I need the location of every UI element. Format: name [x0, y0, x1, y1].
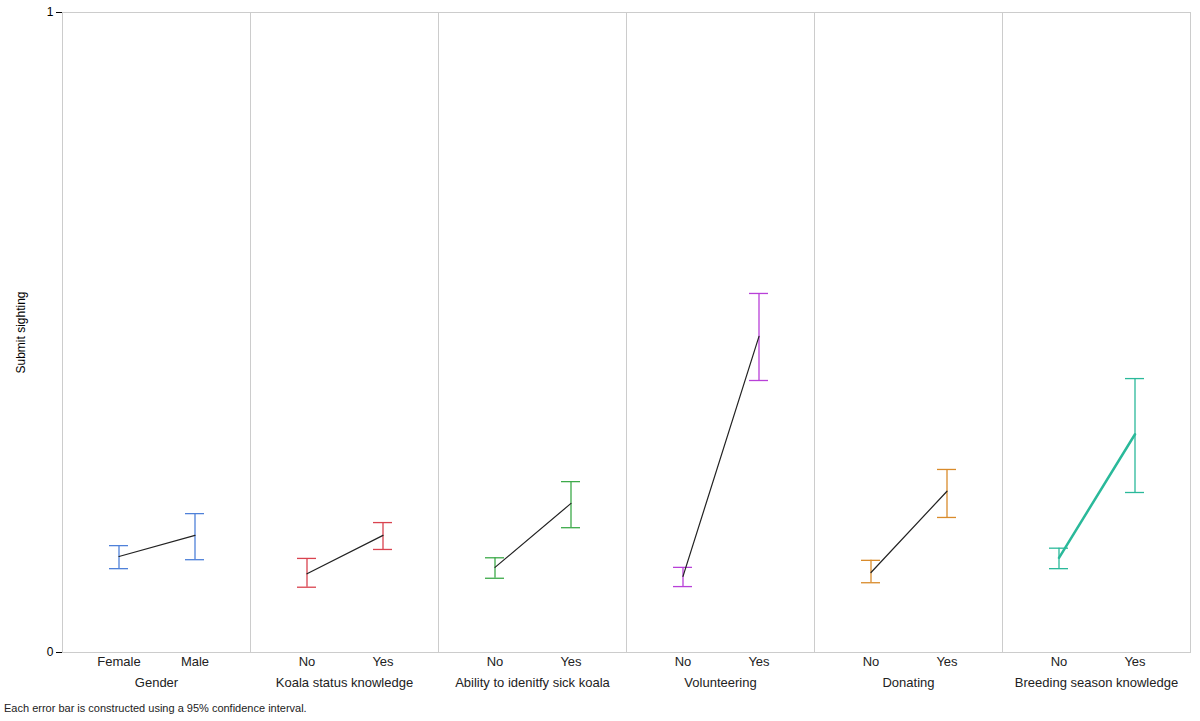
svg-text:Yes: Yes — [372, 654, 394, 669]
svg-text:Gender: Gender — [135, 675, 179, 690]
svg-text:Yes: Yes — [1124, 654, 1146, 669]
svg-text:No: No — [1051, 654, 1068, 669]
svg-text:0: 0 — [47, 645, 54, 659]
svg-text:Yes: Yes — [936, 654, 958, 669]
svg-text:Breeding season knowledge: Breeding season knowledge — [1015, 675, 1178, 690]
svg-text:No: No — [675, 654, 692, 669]
svg-text:1: 1 — [47, 5, 54, 19]
svg-text:Ability to idenitfy sick koala: Ability to idenitfy sick koala — [455, 675, 610, 690]
html-text:Each error bar is constructed: Each error bar is constructed using a 95… — [4, 702, 307, 714]
svg-text:Donating: Donating — [882, 675, 934, 690]
svg-text:Male: Male — [181, 654, 209, 669]
svg-text:Koala status knowledge: Koala status knowledge — [276, 675, 413, 690]
svg-text:No: No — [299, 654, 316, 669]
svg-text:Submit sighting: Submit sighting — [14, 291, 28, 373]
svg-text:Female: Female — [97, 654, 140, 669]
svg-text:Yes: Yes — [560, 654, 582, 669]
svg-text:Yes: Yes — [748, 654, 770, 669]
svg-text:No: No — [487, 654, 504, 669]
svg-text:No: No — [863, 654, 880, 669]
svg-text:Volunteering: Volunteering — [684, 675, 756, 690]
